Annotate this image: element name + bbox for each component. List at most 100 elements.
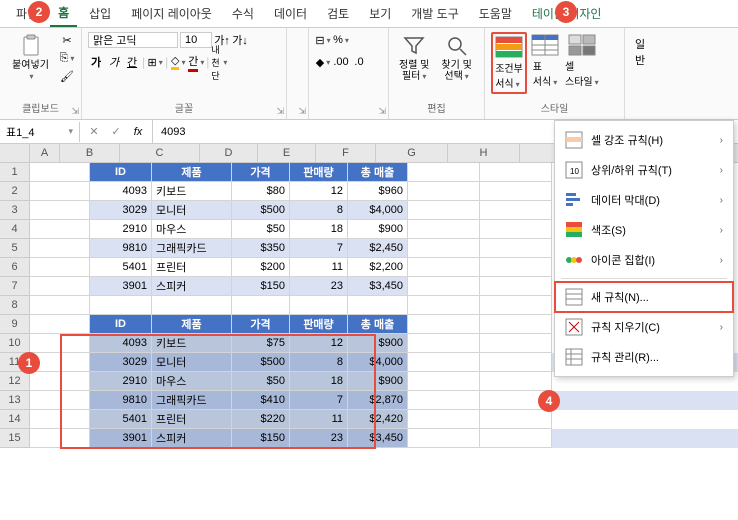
col-header[interactable]: E bbox=[258, 144, 316, 162]
cell[interactable] bbox=[30, 239, 90, 258]
cell[interactable]: $200 bbox=[232, 258, 290, 277]
cell[interactable]: $960 bbox=[348, 182, 408, 201]
cell[interactable] bbox=[480, 220, 552, 239]
cell[interactable] bbox=[408, 410, 480, 429]
cell[interactable]: 그래픽카드 bbox=[152, 391, 232, 410]
cell[interactable]: 3029 bbox=[90, 201, 152, 220]
cell[interactable]: 8 bbox=[290, 353, 348, 372]
cell[interactable] bbox=[480, 372, 552, 391]
cell[interactable]: 12 bbox=[290, 182, 348, 201]
cell[interactable]: $150 bbox=[232, 429, 290, 448]
cell[interactable]: 18 bbox=[290, 220, 348, 239]
cell[interactable] bbox=[408, 163, 480, 182]
cell-styles-button[interactable]: 셀 스타일 bbox=[563, 32, 601, 90]
copy-button[interactable]: ⎘ bbox=[59, 50, 75, 66]
number-fmt-button[interactable]: ◆ bbox=[315, 54, 331, 70]
cell[interactable]: $3,450 bbox=[348, 429, 408, 448]
cell[interactable] bbox=[408, 334, 480, 353]
cell[interactable] bbox=[480, 315, 552, 334]
row-header[interactable]: 13 bbox=[0, 391, 30, 410]
cell[interactable]: 18 bbox=[290, 372, 348, 391]
cell[interactable]: $350 bbox=[232, 239, 290, 258]
cell[interactable]: 그래픽카드 bbox=[152, 239, 232, 258]
cell[interactable] bbox=[30, 277, 90, 296]
row-header[interactable]: 12 bbox=[0, 372, 30, 391]
cell[interactable]: $4,000 bbox=[348, 353, 408, 372]
clipboard-launcher[interactable]: ⇲ bbox=[71, 106, 79, 117]
menu-new-rule[interactable]: 새 규칙(N)... bbox=[555, 282, 733, 312]
cancel-edit-button[interactable]: ✕ bbox=[86, 124, 102, 140]
menu-manage-rules[interactable]: 규칙 관리(R)... bbox=[555, 342, 733, 372]
cell[interactable]: $2,200 bbox=[348, 258, 408, 277]
menu-clear-rules[interactable]: 규칙 지우기(C) › bbox=[555, 312, 733, 342]
cell[interactable] bbox=[152, 296, 232, 315]
confirm-edit-button[interactable]: ✓ bbox=[108, 124, 124, 140]
cell[interactable] bbox=[30, 391, 90, 410]
row-header[interactable]: 2 bbox=[0, 182, 30, 201]
row-header[interactable]: 4 bbox=[0, 220, 30, 239]
paste-button[interactable]: 붙여넣기 bbox=[6, 32, 55, 84]
table-format-button[interactable]: 표 서식 bbox=[529, 32, 561, 90]
cell[interactable] bbox=[480, 258, 552, 277]
cell[interactable]: 가격 bbox=[232, 163, 290, 182]
cell[interactable]: 키보드 bbox=[152, 182, 232, 201]
tab-help[interactable]: 도움말 bbox=[471, 1, 520, 26]
cell[interactable]: 제품 bbox=[152, 163, 232, 182]
fx-button[interactable]: fx bbox=[130, 124, 146, 140]
tab-view[interactable]: 보기 bbox=[361, 1, 399, 26]
cell[interactable]: ID bbox=[90, 163, 152, 182]
cell[interactable] bbox=[408, 296, 480, 315]
conditional-format-button[interactable]: 조건부 서식 bbox=[491, 32, 527, 94]
cell[interactable]: 모니터 bbox=[152, 201, 232, 220]
cell[interactable] bbox=[480, 201, 552, 220]
cell[interactable]: 4093 bbox=[90, 182, 152, 201]
cell[interactable]: $500 bbox=[232, 201, 290, 220]
select-all-corner[interactable] bbox=[0, 144, 30, 162]
menu-icon-sets[interactable]: 아이콘 집합(I) › bbox=[555, 245, 733, 275]
format-painter-button[interactable]: 🖌 bbox=[59, 68, 75, 84]
phonetic-button[interactable]: 내천단 bbox=[211, 54, 227, 70]
col-header[interactable]: G bbox=[376, 144, 448, 162]
cell[interactable]: 총 매출 bbox=[348, 163, 408, 182]
cell[interactable] bbox=[30, 258, 90, 277]
cell[interactable]: 2910 bbox=[90, 372, 152, 391]
row-header[interactable]: 6 bbox=[0, 258, 30, 277]
cell[interactable] bbox=[408, 372, 480, 391]
col-header[interactable]: F bbox=[316, 144, 376, 162]
row-header[interactable]: 5 bbox=[0, 239, 30, 258]
cell[interactable]: ID bbox=[90, 315, 152, 334]
bold-button[interactable]: 가 bbox=[88, 54, 104, 70]
cell[interactable]: 5401 bbox=[90, 258, 152, 277]
menu-color-scales[interactable]: 색조(S) › bbox=[555, 215, 733, 245]
cell[interactable]: $900 bbox=[348, 334, 408, 353]
dec-decimal-button[interactable]: .0 bbox=[351, 54, 367, 70]
cell[interactable] bbox=[408, 201, 480, 220]
cell[interactable] bbox=[30, 334, 90, 353]
tab-formulas[interactable]: 수식 bbox=[224, 1, 262, 26]
tab-data[interactable]: 데이터 bbox=[266, 1, 315, 26]
cell[interactable] bbox=[480, 429, 552, 448]
cell[interactable] bbox=[480, 334, 552, 353]
cell[interactable] bbox=[480, 410, 552, 429]
italic-button[interactable]: 가 bbox=[106, 54, 122, 70]
cell[interactable] bbox=[30, 315, 90, 334]
cell[interactable]: 마우스 bbox=[152, 220, 232, 239]
cell[interactable]: 3901 bbox=[90, 429, 152, 448]
cell[interactable] bbox=[30, 182, 90, 201]
cell[interactable] bbox=[30, 296, 90, 315]
cell[interactable]: 판매량 bbox=[290, 163, 348, 182]
row-header[interactable]: 10 bbox=[0, 334, 30, 353]
cell[interactable] bbox=[408, 182, 480, 201]
cell[interactable] bbox=[348, 296, 408, 315]
cell[interactable] bbox=[480, 182, 552, 201]
cell[interactable] bbox=[30, 201, 90, 220]
row-header[interactable]: 14 bbox=[0, 410, 30, 429]
cell[interactable] bbox=[30, 429, 90, 448]
align-launcher[interactable]: ⇲ bbox=[298, 106, 306, 117]
cell[interactable] bbox=[30, 163, 90, 182]
number-launcher[interactable]: ⇲ bbox=[378, 106, 386, 117]
cell[interactable]: $75 bbox=[232, 334, 290, 353]
font-name-select[interactable] bbox=[88, 32, 178, 48]
cell[interactable]: $220 bbox=[232, 410, 290, 429]
row-header[interactable]: 9 bbox=[0, 315, 30, 334]
